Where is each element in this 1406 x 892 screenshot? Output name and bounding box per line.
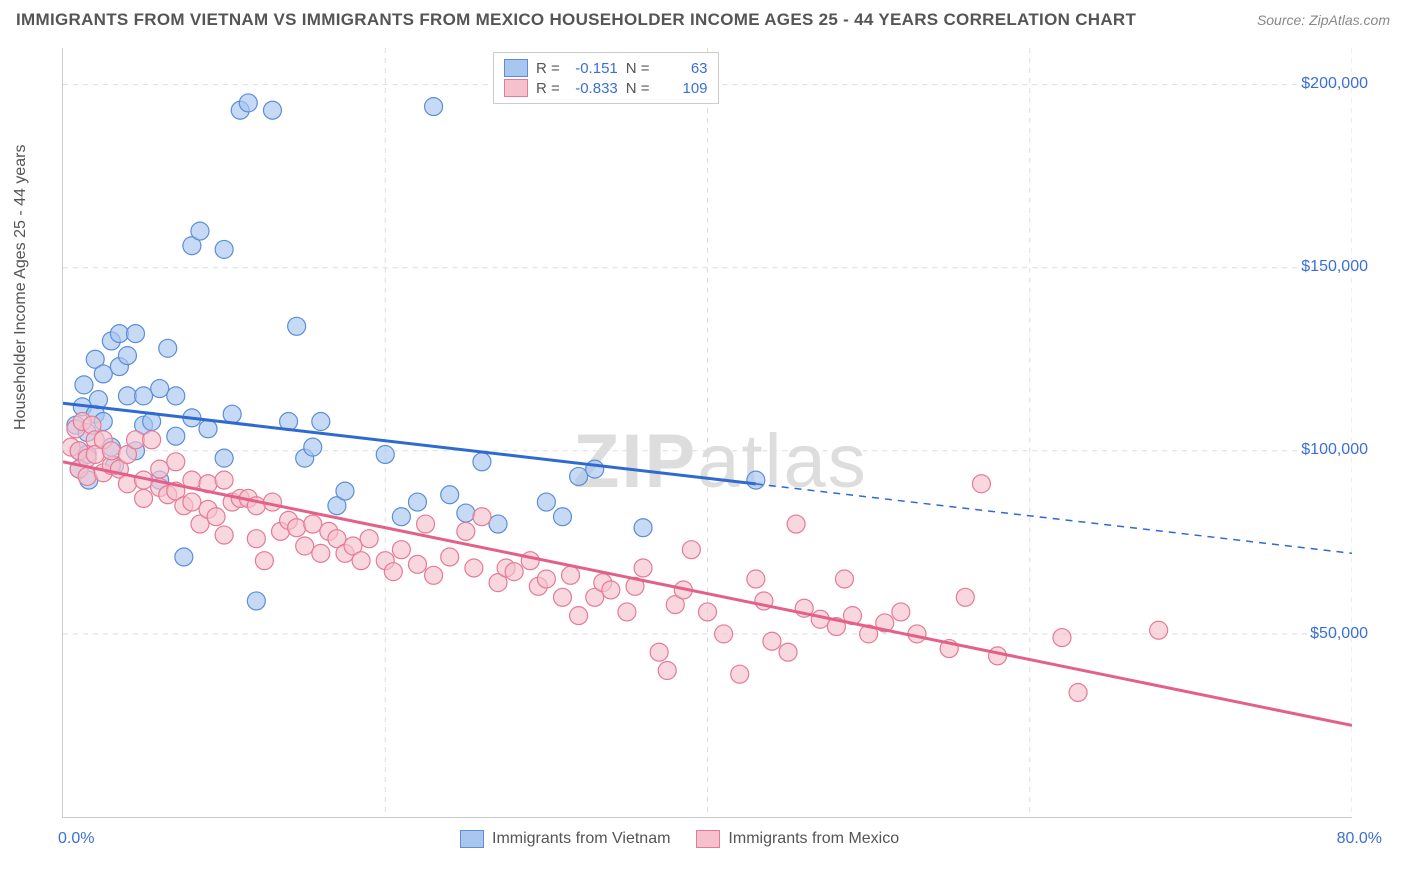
chart-svg-layer [63,48,1352,817]
y-tick-200k: $200,000 [1301,75,1368,93]
source-attribution: Source: ZipAtlas.com [1257,12,1390,28]
legend-item-mexico: Immigrants from Mexico [696,830,899,848]
source-value: ZipAtlas.com [1309,12,1390,28]
source-label: Source: [1257,12,1305,28]
chart-plot-area: ZIPatlas R = -0.151 N = 63 R = -0.833 N … [62,48,1352,818]
y-tick-100k: $100,000 [1301,441,1368,459]
chart-title: IMMIGRANTS FROM VIETNAM VS IMMIGRANTS FR… [16,10,1136,30]
legend-label-mexico: Immigrants from Mexico [728,830,899,848]
legend-swatch-mexico-b [696,830,720,848]
legend-swatch-vietnam [504,59,528,77]
legend-series: Immigrants from Vietnam Immigrants from … [460,830,899,848]
y-tick-50k: $50,000 [1310,625,1368,643]
legend-row-vietnam: R = -0.151 N = 63 [504,59,708,77]
legend-swatch-vietnam-b [460,830,484,848]
x-tick-80: 80.0% [1337,830,1382,848]
legend-swatch-mexico [504,79,528,97]
chart-header: IMMIGRANTS FROM VIETNAM VS IMMIGRANTS FR… [16,10,1390,30]
legend-label-vietnam: Immigrants from Vietnam [492,830,670,848]
r-label: R = [536,60,560,77]
n-label: N = [626,80,650,97]
x-tick-0: 0.0% [58,830,94,848]
n-label: N = [626,60,650,77]
legend-row-mexico: R = -0.833 N = 109 [504,79,708,97]
r-value-mexico: -0.833 [568,80,618,97]
legend-item-vietnam: Immigrants from Vietnam [460,830,670,848]
r-value-vietnam: -0.151 [568,60,618,77]
y-tick-150k: $150,000 [1301,258,1368,276]
legend-correlation-box: R = -0.151 N = 63 R = -0.833 N = 109 [493,52,719,104]
r-label: R = [536,80,560,97]
y-axis-label: Householder Income Ages 25 - 44 years [12,145,30,431]
n-value-mexico: 109 [658,80,708,97]
n-value-vietnam: 63 [658,60,708,77]
